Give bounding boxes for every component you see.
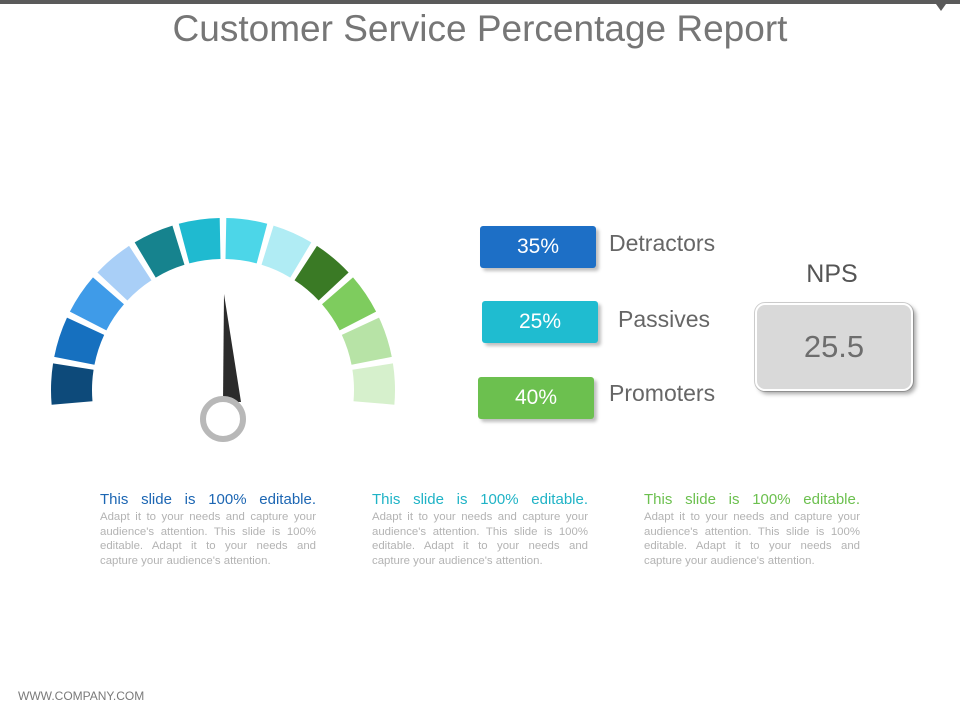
nps-value-box: 25.5 xyxy=(755,303,913,391)
gauge-segment-5 xyxy=(134,225,185,278)
text-block-1: This slide is 100% editable. Adapt it to… xyxy=(100,490,316,568)
text-block-heading: This slide is 100% editable. xyxy=(644,491,860,508)
gauge-segment-2 xyxy=(54,317,105,365)
top-arrow-icon xyxy=(936,4,946,11)
gauge-segment-3 xyxy=(69,277,124,331)
detractors-percent: 35% xyxy=(516,235,560,258)
passives-percent: 25% xyxy=(518,310,562,333)
passives-label: Passives xyxy=(618,306,711,332)
text-block-2: This slide is 100% editable. Adapt it to… xyxy=(372,490,588,568)
top-bar xyxy=(0,0,960,4)
page-title: Customer Service Percentage Report xyxy=(172,8,788,49)
text-block-heading: This slide is 100% editable. xyxy=(372,491,588,508)
gauge-segment-6 xyxy=(178,218,221,264)
gauge xyxy=(51,218,395,442)
detractors-label: Detractors xyxy=(609,230,716,256)
text-block-body: Adapt it to your needs and capture your … xyxy=(100,511,316,567)
detractors-percent-box: 35% xyxy=(480,226,596,268)
gauge-segment-11 xyxy=(341,317,392,365)
gauge-segment-1 xyxy=(51,363,94,405)
text-block-3: This slide is 100% editable. Adapt it to… xyxy=(644,490,860,568)
promoters-percent-box: 40% xyxy=(478,377,594,419)
gauge-segment-4 xyxy=(97,245,152,301)
text-block-body: Adapt it to your needs and capture your … xyxy=(644,511,860,567)
gauge-hub xyxy=(200,396,246,442)
passives-percent-box: 25% xyxy=(482,301,598,343)
text-block-body: Adapt it to your needs and capture your … xyxy=(372,511,588,567)
gauge-segment-9 xyxy=(294,245,349,301)
nps-label: NPS xyxy=(806,260,858,288)
footer-url: WWW.COMPANY.COM xyxy=(18,689,145,703)
promoters-label: Promoters xyxy=(609,380,716,406)
promoters-percent: 40% xyxy=(514,386,558,409)
gauge-segment-7 xyxy=(225,218,268,264)
gauge-segment-10 xyxy=(322,277,377,331)
gauge-segment-8 xyxy=(261,225,312,278)
gauge-needle xyxy=(223,294,241,402)
gauge-segment-12 xyxy=(352,363,395,405)
text-block-heading: This slide is 100% editable. xyxy=(100,491,316,508)
nps-value: 25.5 xyxy=(803,329,865,364)
